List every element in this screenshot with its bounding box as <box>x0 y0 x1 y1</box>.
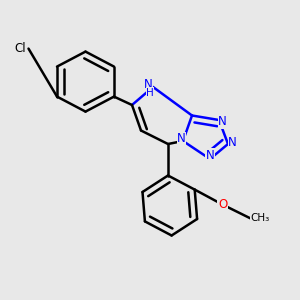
Text: N: N <box>206 149 214 162</box>
Text: CH₃: CH₃ <box>250 213 270 224</box>
Text: N: N <box>177 132 186 145</box>
Text: N: N <box>228 136 237 149</box>
Text: N: N <box>144 77 153 91</box>
Text: N: N <box>218 115 227 128</box>
Text: Cl: Cl <box>14 42 26 55</box>
Text: O: O <box>218 198 227 211</box>
Text: H: H <box>146 88 154 98</box>
